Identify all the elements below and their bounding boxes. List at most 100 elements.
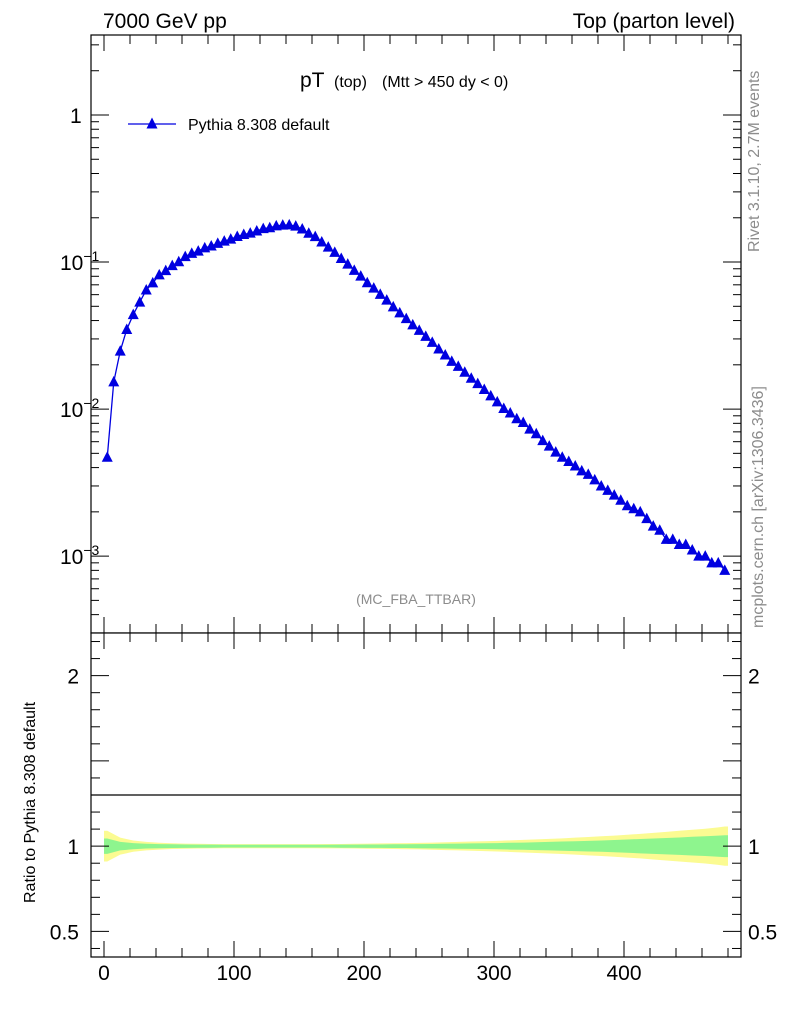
y-tick-label: 10−2 xyxy=(60,395,100,422)
data-point-marker xyxy=(166,259,178,271)
main-y-axis: 110−110−210−3 xyxy=(60,44,741,634)
data-point-marker xyxy=(374,288,386,299)
data-point-marker xyxy=(504,407,516,418)
data-point-marker xyxy=(400,312,412,324)
data-point-marker xyxy=(608,489,620,500)
x-tick-label: 400 xyxy=(606,962,641,985)
data-point-marker xyxy=(498,402,510,413)
data-point-marker xyxy=(667,533,679,544)
data-point-marker xyxy=(517,416,529,428)
data-point-marker xyxy=(140,284,152,295)
data-point-marker xyxy=(394,306,406,318)
data-point-marker xyxy=(121,323,133,334)
data-point-marker xyxy=(160,264,172,276)
y-tick-exponent: −2 xyxy=(83,395,99,411)
x-tick-label: 0 xyxy=(98,962,110,985)
data-point-marker xyxy=(524,423,536,434)
data-point-marker xyxy=(101,451,113,462)
data-point-marker xyxy=(361,276,373,288)
legend-label: Pythia 8.308 default xyxy=(188,117,330,134)
data-point-marker xyxy=(680,538,692,549)
ratio-x-axis: 0 100 200 300 400 xyxy=(98,633,729,985)
y-tick-label: 1 xyxy=(70,105,82,128)
data-point-marker xyxy=(192,245,204,256)
series-pythia xyxy=(101,218,731,575)
data-point-marker xyxy=(491,395,503,407)
data-point-marker xyxy=(511,412,523,424)
main-x-axis-ticks xyxy=(103,35,729,633)
data-point-marker xyxy=(576,464,588,476)
ratio-y-axis-label: Ratio to Pythia 8.308 default xyxy=(22,701,39,903)
data-point-marker xyxy=(641,512,653,524)
data-point-marker xyxy=(335,252,347,263)
data-point-marker xyxy=(654,524,666,535)
data-point-marker xyxy=(478,383,490,394)
ratio-inner-band xyxy=(104,835,728,858)
legend: Pythia 8.308 default xyxy=(128,117,330,134)
ratio-plot-panel: 0.5 0.5 1 1 2 2 0 100 200 300 400 Ratio to Pythia… xyxy=(22,632,777,985)
data-point-marker xyxy=(381,294,393,305)
data-point-marker xyxy=(433,343,445,354)
data-point-marker xyxy=(413,324,425,335)
ratio-uncertainty-bands xyxy=(104,826,728,866)
data-point-marker xyxy=(173,255,185,267)
data-point-marker xyxy=(472,377,484,389)
x-tick-label: 300 xyxy=(476,962,511,985)
data-point-marker xyxy=(407,318,419,330)
data-point-marker xyxy=(543,440,555,451)
data-point-marker xyxy=(569,460,581,471)
ratio-y-tick-label: 1 xyxy=(67,836,79,859)
data-point-marker xyxy=(179,250,191,262)
data-point-marker xyxy=(465,372,477,383)
data-point-marker xyxy=(296,222,308,234)
data-point-marker xyxy=(108,375,120,387)
data-point-marker xyxy=(621,499,633,511)
data-point-marker xyxy=(355,270,367,281)
data-point-marker xyxy=(205,240,217,251)
data-point-marker xyxy=(309,230,321,242)
data-point-marker xyxy=(615,494,627,505)
data-point-marker xyxy=(485,389,497,401)
data-point-marker xyxy=(595,479,607,491)
ratio-y-tick-label-right: 2 xyxy=(748,666,760,689)
analysis-tag: (MC_FBA_TTBAR) xyxy=(356,591,476,607)
ratio-y-tick-label: 2 xyxy=(67,666,79,689)
data-point-marker xyxy=(329,246,341,257)
data-point-marker xyxy=(290,220,302,231)
plot-title-sub1: (top) xyxy=(334,74,367,91)
data-point-marker xyxy=(283,218,295,230)
data-point-marker xyxy=(537,434,549,446)
x-tick-label: 100 xyxy=(216,962,251,985)
plot-title-sub2: (Mtt > 450 dy < 0) xyxy=(382,74,508,91)
data-point-marker xyxy=(550,446,562,457)
data-point-marker xyxy=(342,258,354,269)
data-point-marker xyxy=(647,520,659,531)
data-point-marker xyxy=(556,451,568,462)
data-point-marker xyxy=(316,236,328,247)
legend-marker xyxy=(146,117,158,129)
ratio-y-tick-label: 0.5 xyxy=(50,921,79,944)
ratio-y-tick-label-right: 0.5 xyxy=(748,921,777,944)
ratio-y-axis: 0.5 0.5 1 1 2 2 xyxy=(50,641,777,949)
data-point-marker xyxy=(634,505,646,517)
data-point-marker xyxy=(446,355,458,366)
data-point-marker xyxy=(387,300,399,312)
ratio-y-tick-label-right: 1 xyxy=(748,836,760,859)
header-right: Top (parton level) xyxy=(573,10,735,33)
data-point-marker xyxy=(699,550,711,561)
data-point-marker xyxy=(719,564,731,575)
data-point-marker xyxy=(348,264,360,275)
data-point-marker xyxy=(127,308,139,320)
data-point-marker xyxy=(459,366,471,377)
y-tick-exponent: −3 xyxy=(83,542,99,558)
main-plot-panel: pT (top) (Mtt > 450 dy < 0) (MC_FBA_TTBA… xyxy=(60,34,742,634)
rivet-label: Rivet 3.1.10, 2.7M events xyxy=(746,71,763,252)
data-point-marker xyxy=(153,268,165,280)
data-point-marker xyxy=(686,544,698,555)
data-point-marker xyxy=(420,330,432,341)
data-point-marker xyxy=(322,241,334,252)
data-point-marker xyxy=(147,276,159,288)
data-point-marker xyxy=(602,484,614,495)
data-point-marker xyxy=(426,336,438,347)
